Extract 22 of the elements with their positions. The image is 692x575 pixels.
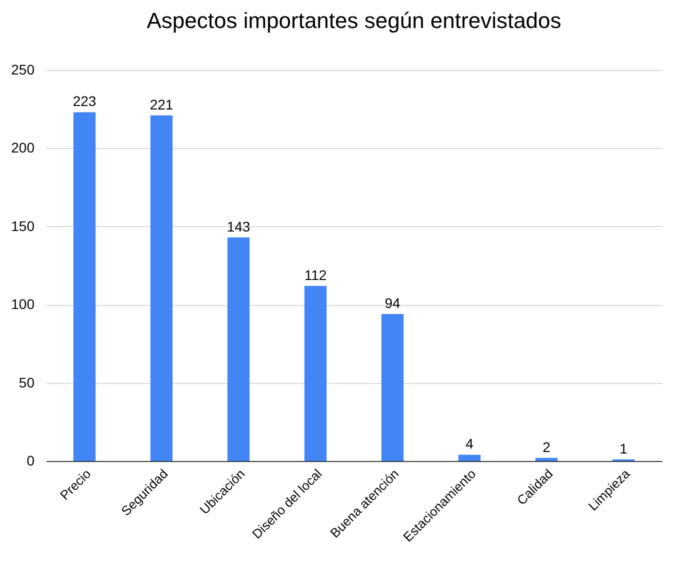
- y-tick-label: 250: [11, 62, 35, 78]
- bar: [381, 314, 404, 461]
- data-label: 223: [72, 93, 96, 110]
- bar: [458, 454, 481, 461]
- bar: [535, 458, 558, 461]
- bar: [150, 115, 173, 461]
- bar: [304, 286, 327, 461]
- data-label: 221: [150, 96, 174, 112]
- y-tick-label: 200: [11, 140, 35, 156]
- data-label: 94: [384, 294, 400, 311]
- data-label: 143: [226, 218, 250, 234]
- data-label: 1: [620, 440, 628, 456]
- y-tick-label: 150: [11, 218, 35, 234]
- y-tick-label: 50: [18, 374, 35, 390]
- bar: [227, 237, 250, 461]
- data-label: 112: [304, 266, 327, 283]
- y-tick-label: 100: [11, 296, 35, 312]
- data-label: 2: [542, 438, 551, 455]
- y-tick-label: 0: [26, 452, 35, 468]
- data-label: 4: [466, 436, 474, 452]
- chart-title: Aspectos importantes según entrevistados: [146, 8, 562, 33]
- bar: [73, 112, 96, 461]
